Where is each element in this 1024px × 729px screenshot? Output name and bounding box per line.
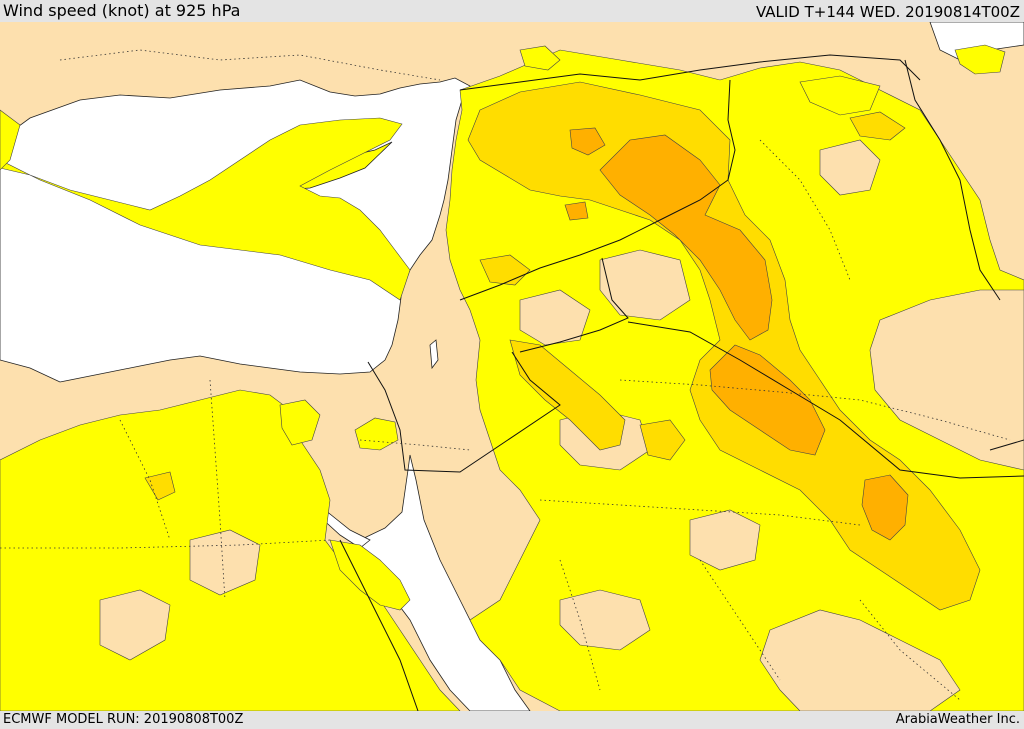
wind-map — [0, 22, 1024, 711]
country-borders — [339, 54, 1024, 711]
moderate-wind-areas — [144, 81, 981, 611]
strong-wind-areas — [564, 127, 909, 541]
footer-bar: ECMWF MODEL RUN: 20190808T00Z ArabiaWeat… — [0, 711, 1024, 729]
dead-sea — [429, 339, 439, 370]
calm-pockets — [99, 139, 1024, 711]
province-boundaries — [0, 49, 1011, 701]
model-run-label: ECMWF MODEL RUN: 20190808T00Z — [3, 712, 244, 727]
map-title: Wind speed (knot) at 925 hPa — [3, 1, 241, 20]
credit-label: ArabiaWeather Inc. — [895, 712, 1020, 727]
valid-time-label: VALID T+144 WED. 20190814T00Z — [755, 3, 1020, 21]
header-bar: Wind speed (knot) at 925 hPa VALID T+144… — [0, 0, 1024, 22]
